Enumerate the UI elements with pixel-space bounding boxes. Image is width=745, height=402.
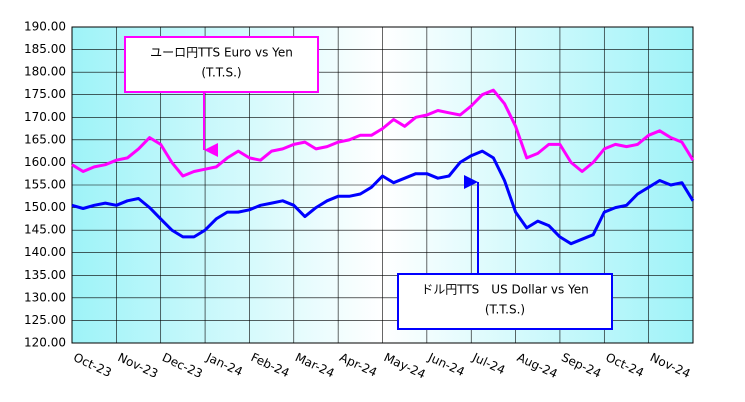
x-tick-label: Nov-23 (116, 350, 161, 381)
annotation-text: ドル円TTS US Dollar vs Yen (421, 283, 589, 297)
x-tick-label: Sep-24 (559, 350, 603, 381)
y-tick-label: 180.00 (24, 65, 66, 79)
x-tick-label: Jul-24 (470, 350, 508, 378)
x-tick-label: Jun-24 (425, 350, 467, 379)
x-tick-label: May-24 (382, 350, 428, 381)
x-tick-label: Dec-23 (160, 350, 205, 381)
y-tick-label: 125.00 (24, 313, 66, 327)
x-tick-label: Apr-24 (337, 350, 379, 379)
annotation-text: (T.T.S.) (201, 66, 241, 80)
x-tick-label: Aug-24 (515, 350, 560, 381)
series-line (71, 149, 695, 246)
annotation-box (397, 273, 613, 330)
y-tick-label: 140.00 (24, 245, 66, 259)
y-tick-label: 155.00 (24, 178, 66, 192)
y-tick-label: 185.00 (24, 42, 66, 56)
y-tick-label: 120.00 (24, 336, 66, 350)
y-tick-label: 130.00 (24, 290, 66, 304)
x-tick-label: Mar-24 (293, 350, 337, 380)
y-tick-label: 170.00 (24, 110, 66, 124)
x-tick-label: Feb-24 (249, 350, 292, 380)
y-tick-label: 150.00 (24, 200, 66, 214)
x-tick-label: Nov-24 (648, 350, 693, 381)
x-tick-label: Jan-24 (203, 350, 244, 379)
annotation-text: (T.T.S.) (485, 303, 525, 317)
annotation-text: ユーロ円TTS Euro vs Yen (150, 46, 293, 60)
y-tick-label: 175.00 (24, 87, 66, 101)
y-tick-label: 135.00 (24, 268, 66, 282)
y-tick-label: 160.00 (24, 155, 66, 169)
y-tick-label: 145.00 (24, 223, 66, 237)
annotation-box (124, 36, 319, 93)
series-line (71, 88, 695, 178)
x-tick-label: Oct-23 (71, 350, 113, 380)
y-tick-label: 190.00 (24, 20, 66, 34)
x-tick-label: Oct-24 (604, 350, 646, 380)
y-tick-label: 165.00 (24, 132, 66, 146)
